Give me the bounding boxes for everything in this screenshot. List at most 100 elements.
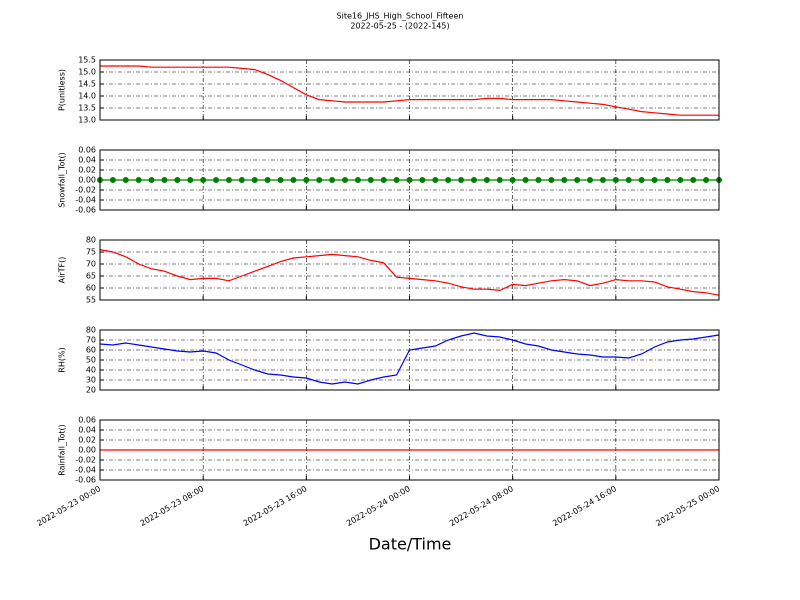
data-point [419,177,426,183]
x-tick-label: 2022-05-23 08:00 [138,484,205,528]
y-tick-label: -0.04 [75,466,96,475]
y-tick-label: 40 [86,366,96,375]
y-axis-label: Rainfall_Tot() [58,424,67,476]
y-tick-label: 20 [86,386,96,395]
data-point [342,177,349,183]
data-point [161,177,168,183]
data-line [100,65,719,116]
axes-frame [99,419,720,481]
subtitle: 2022-05-25 - (2022-145) [350,22,449,31]
x-axis-label: Date/Time [369,535,452,554]
y-tick-label: 15.5 [78,56,96,65]
y-tick-label: 75 [86,248,96,257]
data-point [148,177,155,183]
x-tick-label: 2022-05-23 00:00 [35,484,102,528]
y-tick-label: 0.02 [78,436,96,445]
panel: -0.06-0.04-0.020.000.020.040.06 2022-05-2… [35,416,721,528]
data-point [651,177,658,183]
data-point [225,177,232,183]
y-tick-label: 55 [86,296,96,305]
data-point [316,177,323,183]
y-axis-label: Snowfall_Tot() [58,152,67,208]
y-tick-label: 30 [86,376,96,385]
y-tick-label: 0.02 [78,166,96,175]
data-point [406,177,413,183]
data-point [599,177,606,183]
y-tick-label: 70 [86,336,96,345]
data-point [135,177,142,183]
y-tick-label: 14.0 [78,92,96,101]
data-point [187,177,194,183]
y-tick-label: 14.5 [78,80,96,89]
y-tick-label: 60 [86,346,96,355]
y-tick-label: 13.5 [78,104,96,113]
axes-frame [99,149,720,211]
y-tick-label: -0.02 [75,186,96,195]
data-point [470,177,477,183]
y-tick-label: 60 [86,284,96,293]
panel: 13.0 13.5 14.0 14.5 15.0 15.5 P(unitless) [58,56,720,125]
data-point [483,177,490,183]
panel: -0.06-0.04-0.020.000.020.040.06 Snowfall_… [58,146,722,215]
data-point [251,177,258,183]
data-point [638,177,645,183]
x-tick-label: 2022-05-23 16:00 [242,484,309,528]
y-tick-label: 0.06 [78,146,96,155]
y-tick-label: -0.06 [75,206,96,215]
axes-frame [99,329,720,391]
data-point [264,177,271,183]
data-point [329,177,336,183]
axes-frame [99,239,720,301]
data-point [548,177,555,183]
data-point [380,177,387,183]
data-point [677,177,684,183]
data-point [277,177,284,183]
data-point [612,177,619,183]
data-point [238,177,245,183]
data-point [303,177,310,183]
data-line [99,332,720,385]
y-tick-label: 70 [86,260,96,269]
y-tick-label: 65 [86,272,96,281]
data-point [354,177,361,183]
data-line [99,249,720,296]
x-tick-label: 2022-05-24 08:00 [448,484,515,528]
data-point [664,177,671,183]
data-point [290,177,297,183]
y-tick-label: 0.06 [78,416,96,425]
panel: 55 60 65 70 75 80 AirTF() [58,236,720,305]
data-point [122,177,129,183]
data-point [574,177,581,183]
y-tick-label: 80 [86,326,96,335]
y-tick-label: 50 [86,356,96,365]
y-tick-label: 0.04 [78,156,96,165]
data-point [200,177,207,183]
y-tick-label: 13.0 [78,116,96,125]
data-point [213,177,220,183]
data-point [174,177,181,183]
data-point [109,177,116,183]
title: Site16_JHS_High_School_Fifteen [337,12,464,21]
data-point [703,177,710,183]
y-tick-label: -0.04 [75,196,96,205]
y-axis-label: AirTF() [58,257,67,284]
axes-frame [99,59,720,121]
data-point [509,177,516,183]
data-point [432,177,439,183]
data-point [496,177,503,183]
y-tick-label: 0.04 [78,426,96,435]
data-point [587,177,594,183]
y-tick-label: 0.00 [78,176,96,185]
data-point [522,177,529,183]
data-point [625,177,632,183]
data-point [393,177,400,183]
data-point [690,177,697,183]
y-axis-label: P(unitless) [58,69,67,111]
y-tick-label: -0.06 [75,476,96,485]
y-tick-label: 15.0 [78,68,96,77]
data-point [458,177,465,183]
y-tick-label: 0.00 [78,446,96,455]
x-tick-label: 2022-05-24 00:00 [345,484,412,528]
